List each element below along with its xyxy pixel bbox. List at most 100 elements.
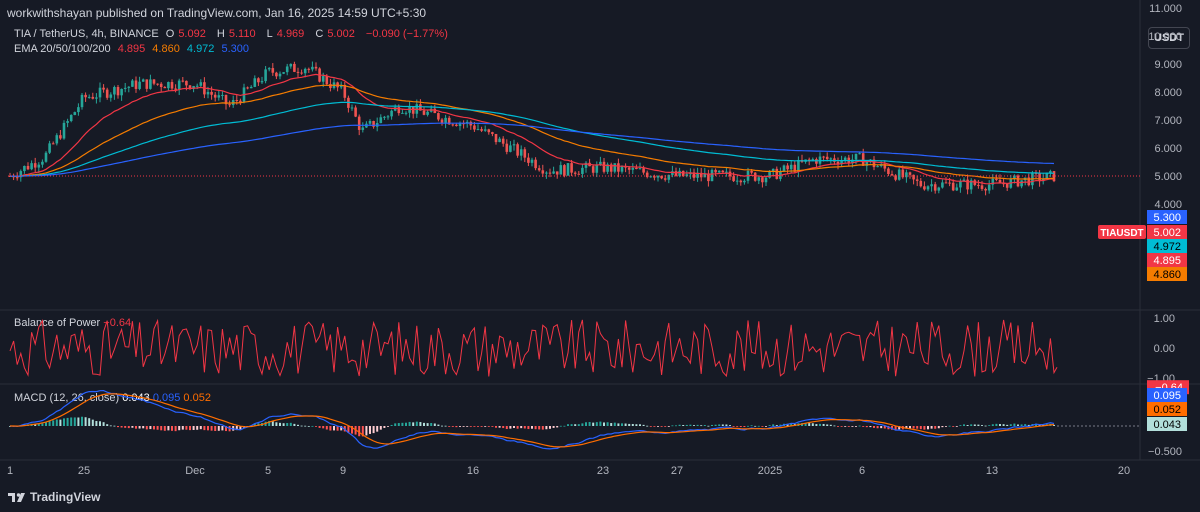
- candle-body: [912, 174, 915, 180]
- macd-histogram-bar: [271, 421, 274, 426]
- candle-body: [1034, 172, 1038, 174]
- macd-histogram-bar: [9, 426, 11, 427]
- macd-histogram-bar: [336, 426, 339, 431]
- ema-label[interactable]: EMA 20/50/100/200: [14, 43, 111, 55]
- candle-body: [19, 171, 23, 178]
- candle-body: [944, 182, 948, 184]
- candle-body: [361, 127, 365, 130]
- candle-body: [998, 179, 1002, 184]
- tradingview-logo-icon: [8, 493, 25, 502]
- symbol-label[interactable]: TIA / TetherUS, 4h, BINANCE: [14, 28, 159, 40]
- candle-body: [303, 68, 307, 74]
- macd-histogram-bar: [297, 424, 299, 426]
- candle-body: [847, 157, 851, 164]
- macd-histogram-bar: [444, 425, 447, 427]
- macd-histogram-bar: [574, 424, 577, 426]
- candle-body: [483, 129, 487, 131]
- macd-histogram-bar: [311, 425, 314, 427]
- candle-body: [91, 96, 95, 99]
- macd-histogram-bar: [19, 425, 22, 427]
- macd-histogram-bar: [167, 426, 170, 431]
- macd-histogram-bar: [700, 425, 703, 427]
- macd-histogram-bar: [941, 426, 944, 428]
- price-tick-label: 6.000: [1154, 143, 1182, 155]
- macd-histogram-bar: [779, 424, 782, 426]
- ema20-value: 4.895: [117, 43, 146, 55]
- candle-body: [926, 186, 930, 190]
- macd-histogram-bar: [718, 424, 721, 426]
- candle-body: [696, 172, 699, 178]
- candle-body: [87, 96, 91, 98]
- candle-body: [329, 84, 332, 88]
- macd-histogram-bar: [84, 417, 87, 426]
- candle-body: [332, 82, 336, 88]
- macd-title[interactable]: MACD (12, 26, close): [14, 392, 120, 404]
- bop-legend: Balance of Power −0.64: [14, 317, 131, 329]
- candle-body: [509, 145, 512, 152]
- macd-histogram-bar: [160, 426, 163, 431]
- macd-histogram-bar: [520, 426, 523, 429]
- price-tick-label: 11.000: [1149, 3, 1182, 15]
- candle-body: [422, 110, 426, 115]
- macd-histogram-bar: [865, 426, 868, 428]
- macd-histogram-bar: [1027, 424, 1030, 426]
- macd-histogram-bar: [844, 426, 847, 427]
- candle-body: [656, 175, 660, 178]
- macd-histogram-bar: [394, 423, 397, 426]
- macd-histogram-bar: [912, 426, 915, 429]
- macd-histogram-bar: [322, 426, 325, 429]
- macd-histogram-bar: [135, 426, 137, 429]
- macd-histogram-bar: [930, 426, 933, 429]
- candle-body: [505, 143, 509, 152]
- macd-histogram-bar: [455, 426, 458, 428]
- candle-body: [890, 174, 894, 176]
- macd-histogram-bar: [714, 424, 717, 426]
- bop-title[interactable]: Balance of Power: [14, 317, 101, 329]
- candle-body: [498, 138, 501, 143]
- candle-body: [1027, 177, 1031, 186]
- footer-brand[interactable]: TradingView: [8, 490, 100, 504]
- macd-histogram-bar: [405, 422, 407, 426]
- candle-body: [239, 100, 242, 103]
- candle-body: [109, 94, 113, 98]
- candle-body: [33, 163, 37, 168]
- candle-body: [426, 111, 429, 115]
- macd-histogram-bar: [678, 424, 681, 426]
- candle-body: [681, 170, 685, 177]
- candle-body: [566, 163, 570, 176]
- candle-body: [969, 180, 973, 190]
- candle-body: [627, 167, 631, 170]
- candle-body: [152, 79, 156, 84]
- candle-body: [699, 172, 703, 178]
- macd-histogram-bar: [685, 424, 688, 426]
- macd-histogram-bar: [984, 425, 987, 427]
- candle-body: [73, 112, 77, 115]
- candle-body: [905, 172, 908, 178]
- macd-histogram-bar: [768, 425, 771, 427]
- price-label-box: [1147, 267, 1187, 281]
- macd-histogram-bar: [142, 426, 145, 429]
- candle-body: [635, 167, 638, 170]
- candle-body: [177, 80, 181, 90]
- macd-histogram-bar: [538, 426, 541, 430]
- candle-body: [260, 81, 264, 83]
- price-tick-label: 9.000: [1154, 59, 1182, 71]
- candle-body: [134, 80, 138, 89]
- candle-body: [800, 159, 804, 162]
- ohlc-open: O 5.092: [165, 28, 206, 40]
- macd-histogram-bar: [73, 417, 76, 426]
- macd-value-box: [1147, 417, 1187, 431]
- candle-body: [217, 95, 221, 98]
- currency-button[interactable]: USDT: [1148, 27, 1190, 49]
- candle-body: [415, 104, 419, 114]
- candle-body: [188, 85, 192, 89]
- candle-body: [606, 164, 609, 172]
- candle-body: [609, 164, 613, 172]
- candle-body: [685, 174, 689, 177]
- macd-histogram-bar: [887, 426, 890, 430]
- macd-histogram-bar: [585, 422, 587, 426]
- candle-body: [300, 72, 303, 74]
- candle-body: [264, 69, 267, 82]
- macd-histogram-bar: [203, 426, 206, 431]
